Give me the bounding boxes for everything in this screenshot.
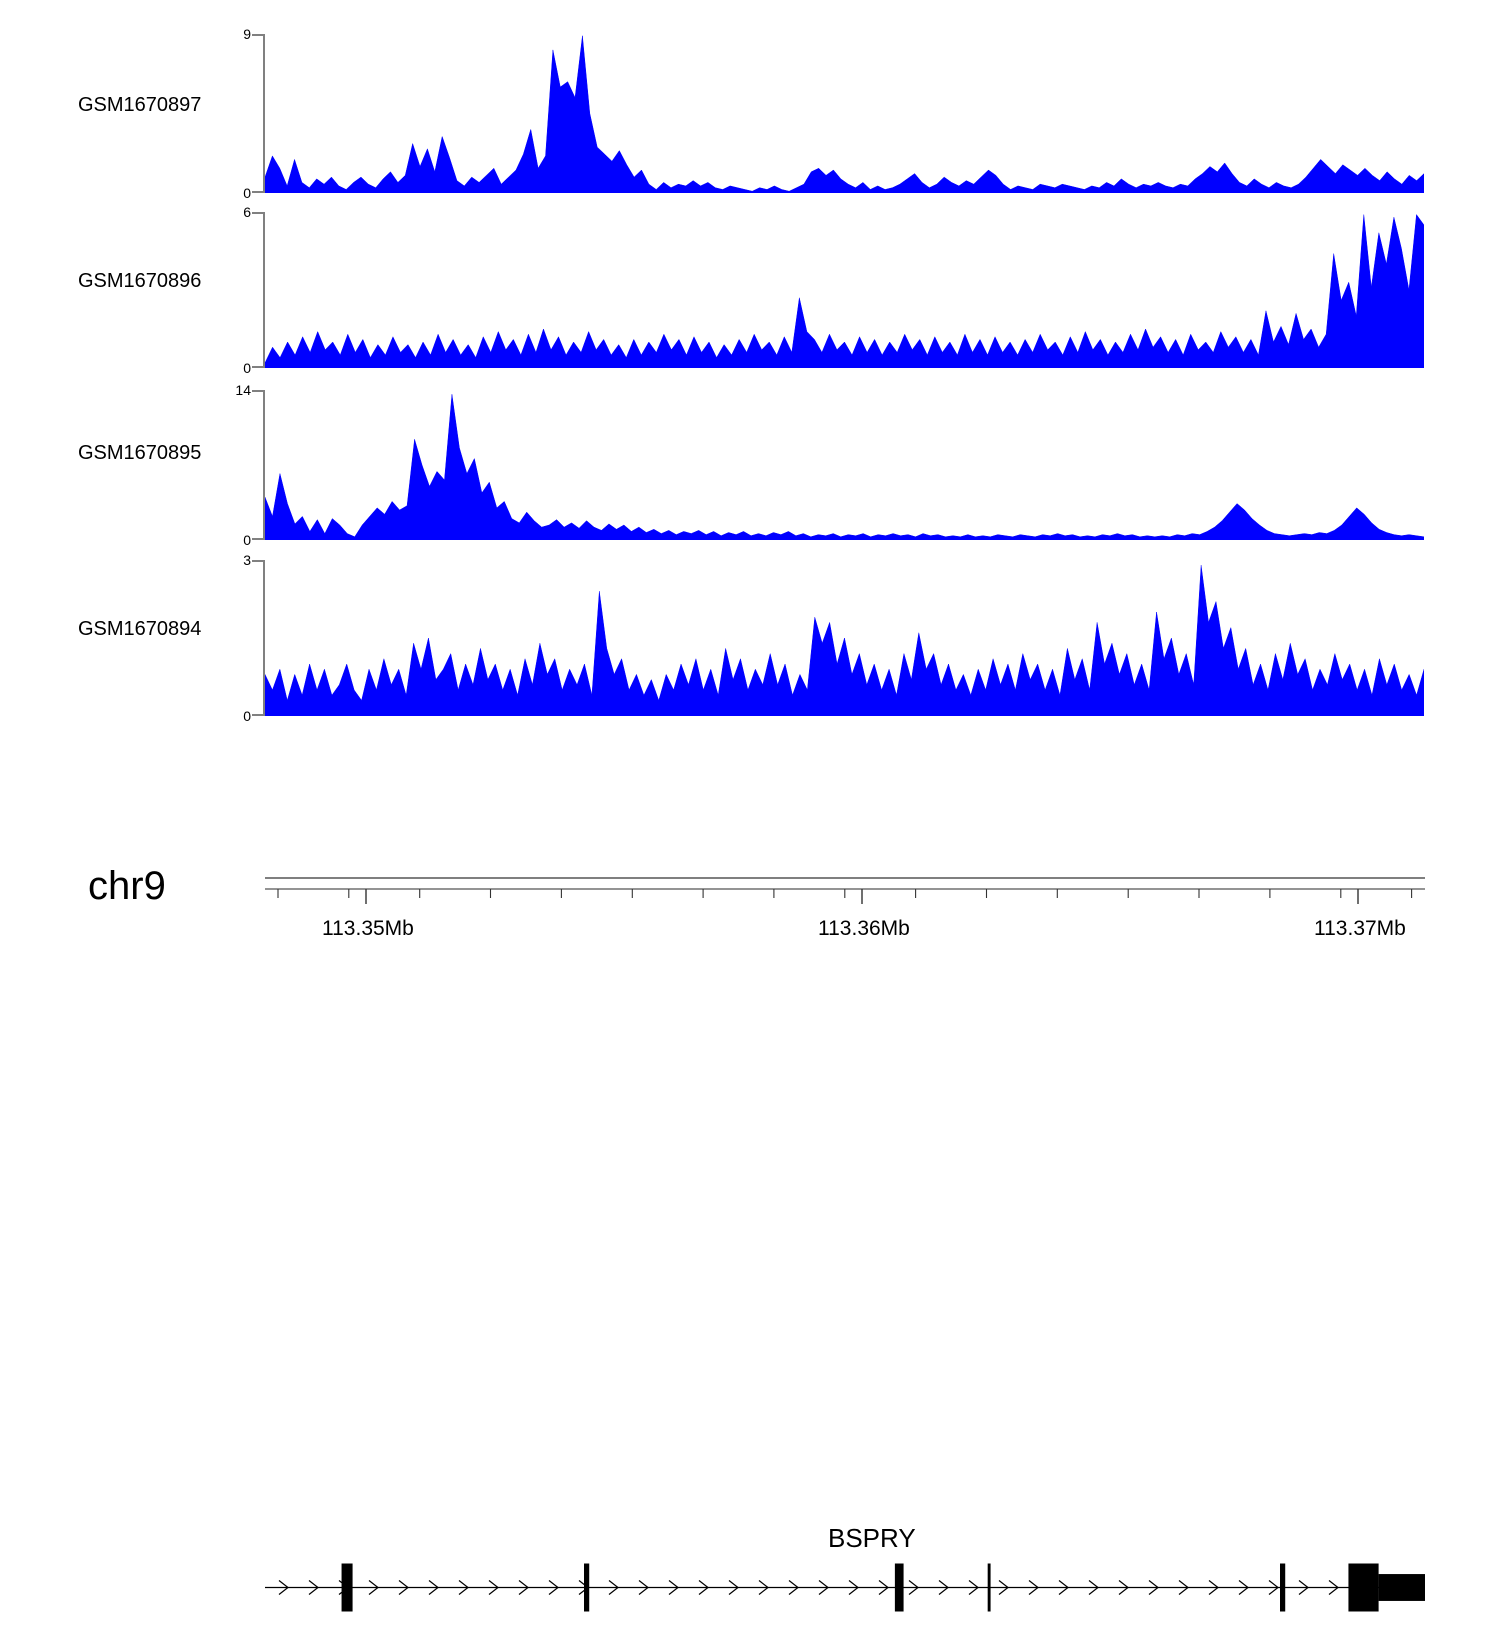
coverage-area-gsm1670896 bbox=[265, 213, 1424, 368]
coverage-track-gsm1670895: GSM1670895 14 0 bbox=[0, 383, 1500, 547]
gene-model-bspry[interactable] bbox=[265, 1550, 1425, 1625]
y-axis-max-label: 6 bbox=[243, 204, 251, 220]
y-axis-spine bbox=[263, 390, 265, 540]
gene-exon-block[interactable] bbox=[894, 1563, 904, 1612]
y-axis-min-label: 0 bbox=[243, 185, 251, 201]
track-label-gsm1670894: GSM1670894 bbox=[78, 618, 202, 640]
gene-exon-block[interactable] bbox=[987, 1563, 991, 1612]
gene-exon-block[interactable] bbox=[341, 1563, 353, 1612]
coverage-area-gsm1670895 bbox=[265, 394, 1424, 540]
gene-exon-block[interactable] bbox=[1280, 1563, 1286, 1612]
track-label-gsm1670897: GSM1670897 bbox=[78, 94, 202, 116]
track-label-gsm1670895: GSM1670895 bbox=[78, 442, 202, 464]
axis-tick-label-right: 113.37Mb bbox=[1314, 917, 1406, 940]
chromosome-label: chr9 bbox=[88, 864, 166, 908]
coverage-track-gsm1670897: GSM1670897 9 0 bbox=[0, 27, 1500, 200]
gene-exon-block[interactable] bbox=[1348, 1563, 1379, 1612]
y-axis-tick-min bbox=[252, 191, 265, 193]
coverage-track-gsm1670894: GSM1670894 3 0 bbox=[0, 553, 1500, 723]
y-axis-gsm1670895: 14 0 bbox=[235, 383, 265, 547]
y-axis-min-label: 0 bbox=[243, 360, 251, 376]
y-axis-spine bbox=[263, 34, 265, 193]
y-axis-max-label: 9 bbox=[243, 26, 251, 42]
y-axis-tick-min bbox=[252, 538, 265, 540]
y-axis-tick-max bbox=[252, 212, 265, 214]
y-axis-tick-min bbox=[252, 366, 265, 368]
y-axis-tick-max bbox=[252, 390, 265, 392]
coordinate-axis bbox=[265, 877, 1425, 904]
y-axis-tick-min bbox=[252, 714, 265, 716]
y-axis-gsm1670896: 6 0 bbox=[243, 205, 265, 375]
axis-tick-label-mid: 113.36Mb bbox=[818, 917, 910, 940]
y-axis-spine bbox=[263, 212, 265, 368]
track-label-gsm1670896: GSM1670896 bbox=[78, 270, 202, 292]
axis-tick-label-left: 113.35Mb bbox=[322, 917, 414, 940]
y-axis-gsm1670897: 9 0 bbox=[243, 27, 265, 200]
y-axis-spine bbox=[263, 560, 265, 716]
y-axis-min-label: 0 bbox=[243, 532, 251, 548]
y-axis-tick-max bbox=[252, 34, 265, 36]
genome-browser: GSM1670897 9 0 GSM1670896 6 0 GSM1670895… bbox=[0, 27, 1500, 1612]
y-axis-min-label: 0 bbox=[243, 708, 251, 724]
coverage-area-gsm1670894 bbox=[265, 565, 1424, 716]
y-axis-max-label: 14 bbox=[235, 382, 251, 398]
gene-exon-block[interactable] bbox=[584, 1563, 590, 1612]
coverage-area-gsm1670897 bbox=[265, 35, 1424, 193]
gene-annotation-panel: BSPRY bbox=[0, 755, 1500, 1612]
y-axis-max-label: 3 bbox=[243, 552, 251, 568]
coverage-track-gsm1670896: GSM1670896 6 0 bbox=[0, 205, 1500, 375]
y-axis-tick-max bbox=[252, 560, 265, 562]
gene-utr-block[interactable] bbox=[1378, 1574, 1425, 1601]
y-axis-gsm1670894: 3 0 bbox=[243, 553, 265, 723]
